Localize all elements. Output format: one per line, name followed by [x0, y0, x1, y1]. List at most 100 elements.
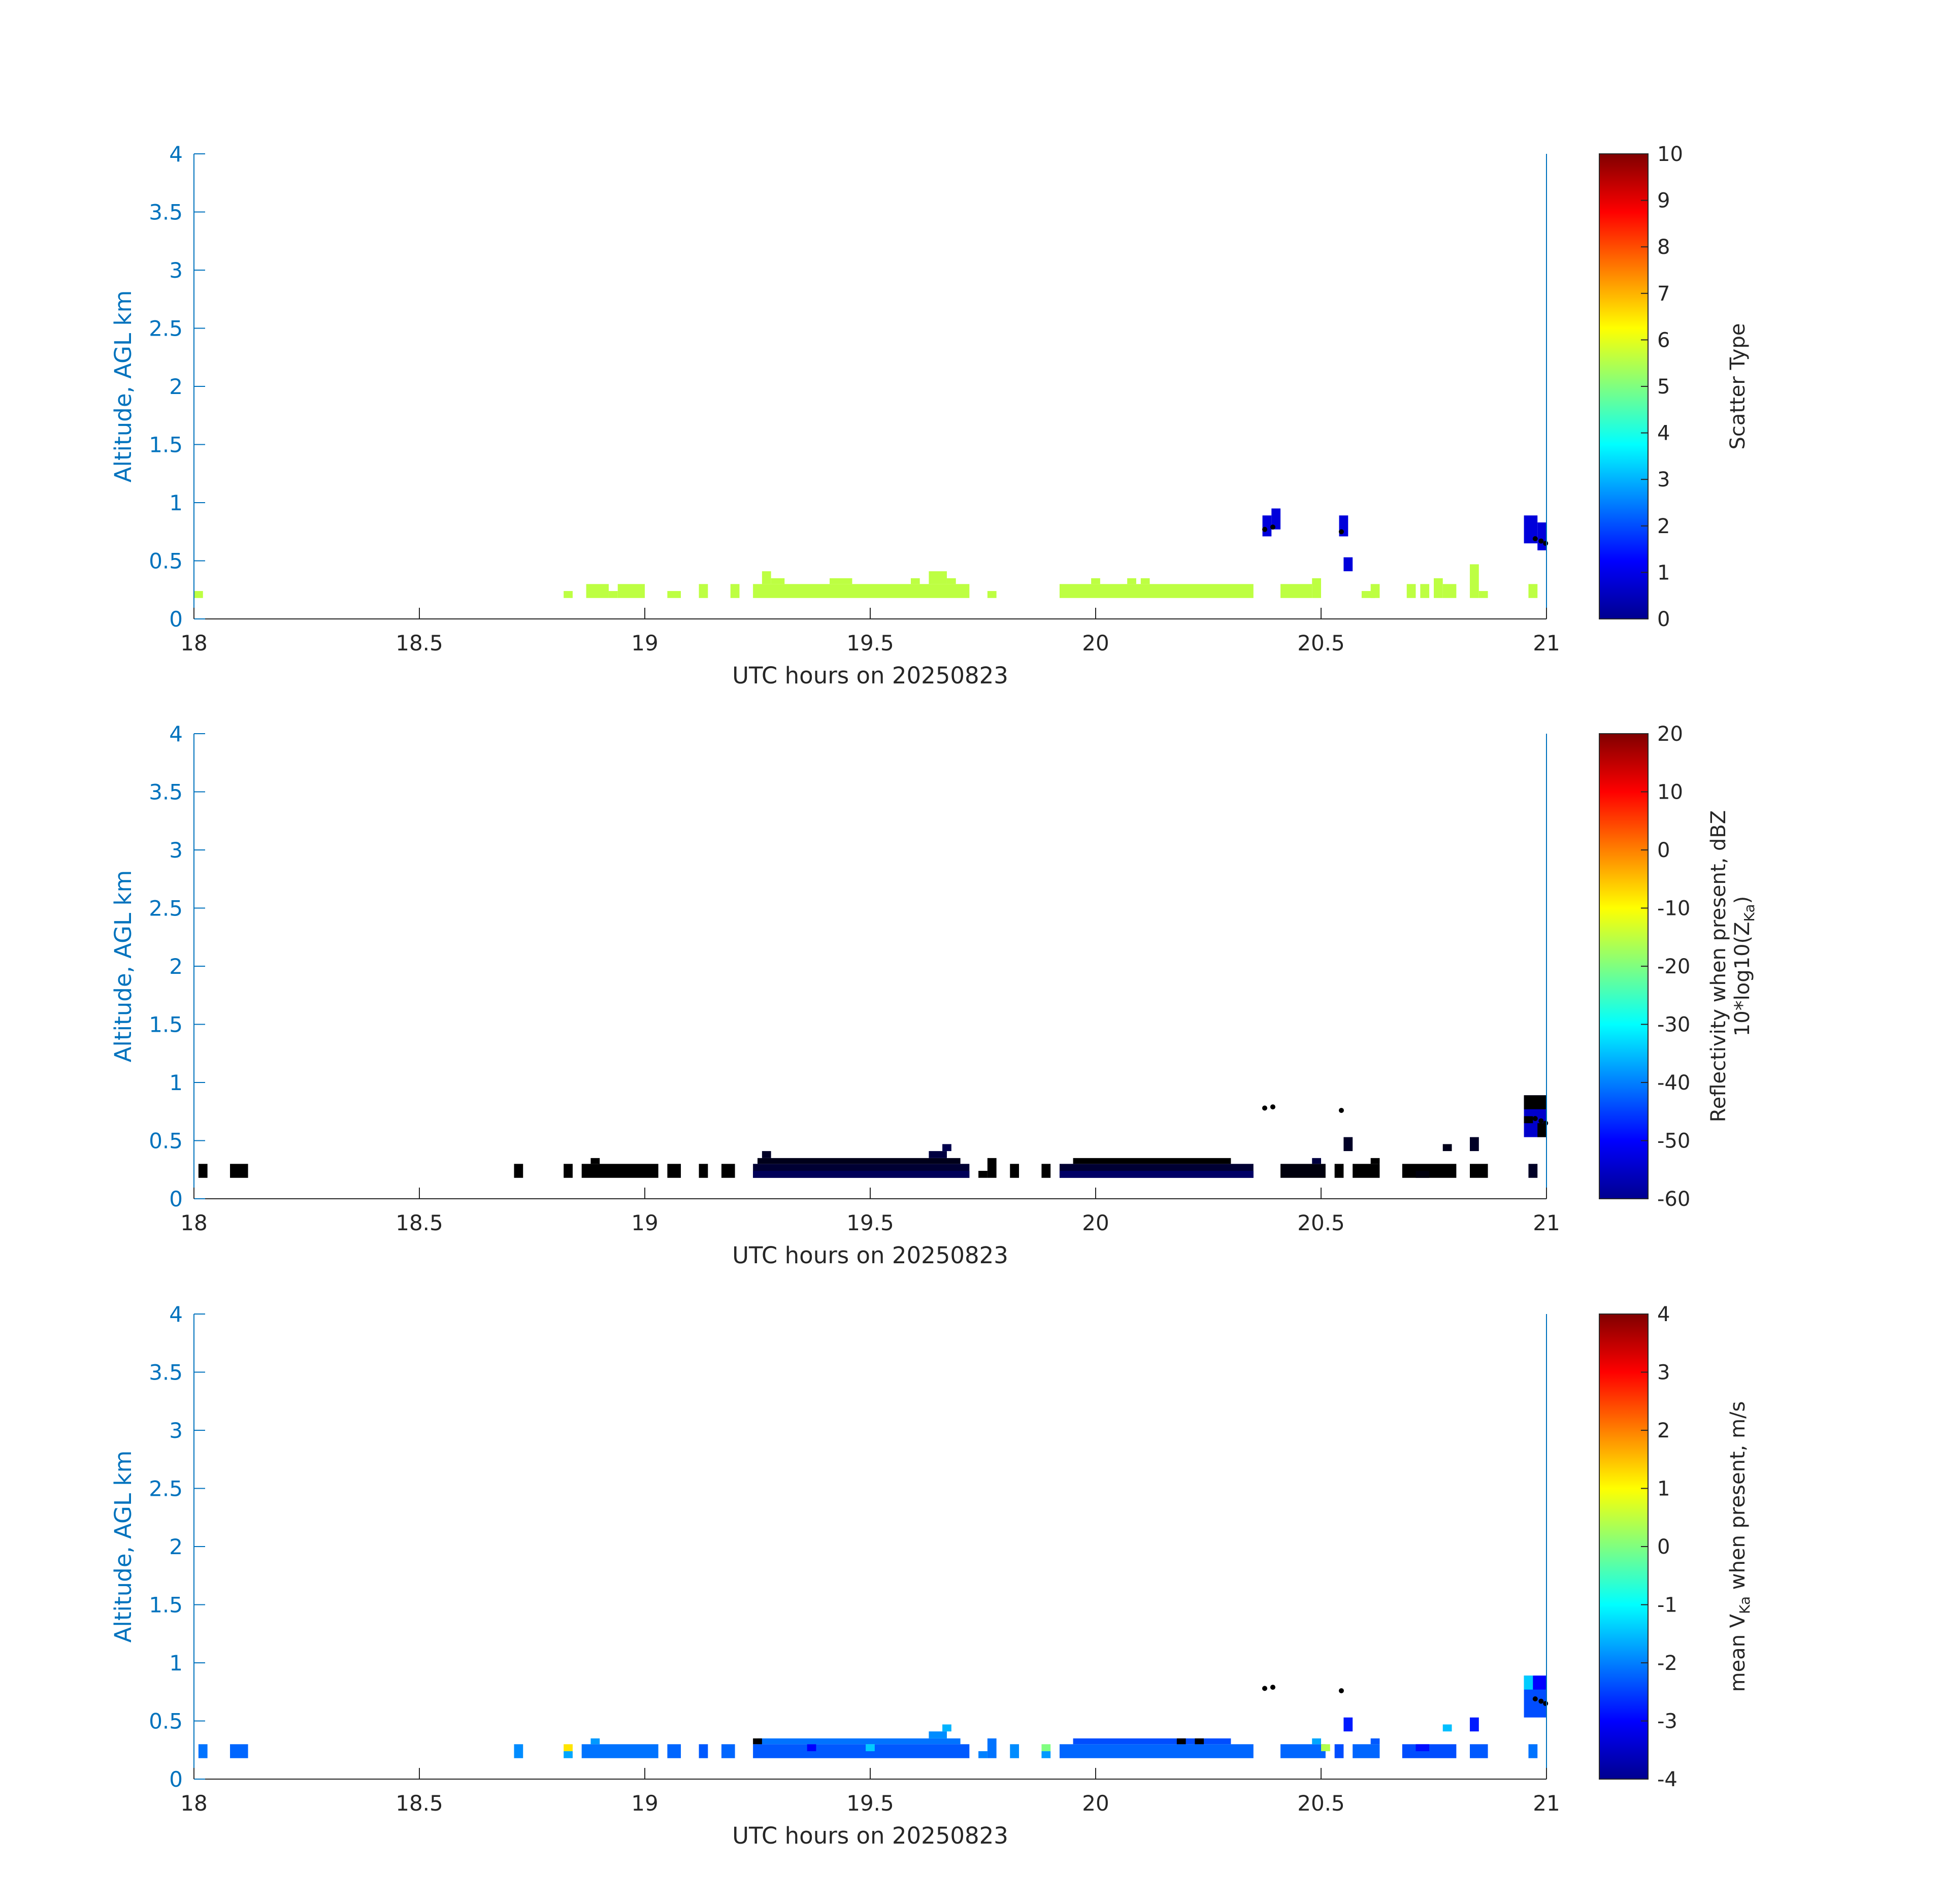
- heatmap-cell: [1176, 1738, 1186, 1745]
- colorbar: 0 1 2 3 4 5 6 7 8 9 10 Scatter Type: [1599, 143, 1750, 631]
- marker-point: [1538, 1118, 1544, 1124]
- marker-point: [1532, 1115, 1538, 1121]
- marker-points: [1262, 1685, 1549, 1706]
- heatmap-cell: [1442, 584, 1457, 598]
- heatmap-cell: [1470, 1137, 1479, 1152]
- colorbar-label2-subscript: Ka: [1741, 904, 1758, 922]
- x-tick-label: 20.5: [1297, 631, 1345, 655]
- y-tick-label: 2.5: [149, 896, 183, 921]
- colorbar-tick-label: 2: [1657, 515, 1670, 538]
- colorbar-tick-label: 1: [1657, 561, 1670, 584]
- heatmap-cell: [762, 1151, 771, 1158]
- colorbar-tick-label: 8: [1657, 236, 1670, 259]
- x-tick-label: 20: [1082, 631, 1109, 655]
- heatmap-cell: [198, 1164, 208, 1178]
- y-tick-label: 1: [169, 1651, 183, 1676]
- heatmap-cell: [1470, 1717, 1479, 1732]
- heatmap-cell: [581, 1744, 659, 1758]
- heatmap-cell: [1262, 515, 1272, 537]
- y-tick-label: 0.5: [149, 549, 183, 574]
- x-tick-label: 19.5: [846, 1791, 894, 1816]
- colorbar-tick-label: 10: [1657, 143, 1683, 166]
- heatmap-cells: [194, 508, 1546, 598]
- x-tick-label: 19: [631, 1210, 658, 1235]
- heatmap-cell: [514, 1164, 523, 1178]
- heatmap-cell: [230, 1164, 248, 1178]
- y-tick-label: 0.5: [149, 1709, 183, 1734]
- heatmap-cell: [987, 1738, 997, 1758]
- heatmap-cell: [1420, 584, 1430, 598]
- x-tick-label: 20: [1082, 1210, 1109, 1235]
- colorbar-label-subscript: Ka: [1736, 1596, 1753, 1614]
- x-axis-label: UTC hours on 20250823: [732, 1242, 1008, 1269]
- marker-point: [1270, 1685, 1275, 1690]
- x-tick-label: 19.5: [846, 631, 894, 655]
- colorbar-tick-label: 20: [1657, 723, 1683, 746]
- heatmap-cell: [1470, 1744, 1488, 1758]
- y-tick-label: 3.5: [149, 200, 183, 225]
- colorbar-tick-label: -40: [1657, 1071, 1690, 1095]
- marker-point: [1538, 538, 1544, 544]
- reflectivity-panel: 0 0.5 1 1.5 2 2.5 3 3.5 4 18 18.5 19 19.5 20 20.5 21 UTC…: [110, 721, 1758, 1269]
- heatmap-cell: [1370, 1158, 1380, 1164]
- marker-point: [1338, 529, 1344, 535]
- heatmap-cell: [590, 1158, 600, 1164]
- heatmap-cell: [1280, 1164, 1326, 1178]
- colorbar-tick-label: 1: [1657, 1478, 1670, 1501]
- heatmap-cell: [667, 1744, 681, 1758]
- heatmap-cell: [1343, 1137, 1353, 1152]
- heatmap-cell: [564, 1751, 573, 1758]
- y-axis-label: Altitude, AGL km: [110, 1451, 137, 1643]
- x-tick-label: 20.5: [1297, 1210, 1345, 1235]
- heatmap-cell: [807, 1744, 816, 1752]
- marker-point: [1532, 536, 1538, 541]
- heatmap-cell: [1524, 1676, 1533, 1690]
- colorbar-gradient: [1599, 1314, 1649, 1780]
- marker-point: [1543, 1121, 1549, 1126]
- heatmap-cell: [230, 1744, 248, 1758]
- colorbar-tick-label: 0: [1657, 1535, 1670, 1559]
- marker-point: [1543, 541, 1549, 546]
- heatmap-cell: [929, 1151, 947, 1158]
- heatmap-cell: [1416, 1744, 1430, 1752]
- heatmap-cell: [929, 571, 947, 584]
- heatmap-cell: [699, 584, 708, 598]
- marker-point: [1262, 527, 1267, 532]
- y-tick-label: 0: [169, 1187, 183, 1211]
- heatmap-cell: [1041, 1164, 1051, 1178]
- heatmap-cell: [1537, 1123, 1546, 1137]
- x-tick-label: 18.5: [396, 1791, 443, 1816]
- heatmap-cell: [1528, 584, 1538, 598]
- y-tick-label: 2.5: [149, 1476, 183, 1501]
- colorbar-label: Scatter Type: [1726, 323, 1750, 450]
- heatmap-cell: [771, 578, 785, 584]
- marker-points: [1262, 524, 1549, 546]
- colorbar-tick-label: 4: [1657, 1303, 1670, 1326]
- heatmap-cell: [1416, 1171, 1430, 1178]
- heatmap-cell: [753, 584, 970, 598]
- x-tick-label: 18.5: [396, 631, 443, 655]
- y-axis-label: Altitude, AGL km: [110, 870, 137, 1063]
- y-tick-label: 0: [169, 1767, 183, 1792]
- y-tick-label: 2: [169, 1534, 183, 1559]
- heatmap-cell: [1312, 578, 1321, 598]
- colorbar-tick-label: 0: [1657, 839, 1670, 862]
- heatmap-cell: [1343, 557, 1353, 572]
- axes: 0 0.5 1 1.5 2 2.5 3 3.5 4 18 18.5 19 19.5 20 20.5 21 UTC…: [110, 142, 1560, 689]
- x-tick-label: 19.5: [846, 1210, 894, 1235]
- y-tick-label: 0.5: [149, 1129, 183, 1154]
- marker-point: [1262, 1105, 1267, 1111]
- heatmap-cell: [1406, 584, 1416, 598]
- heatmap-cell: [978, 1751, 988, 1758]
- heatmap-cell: [1312, 1738, 1321, 1745]
- heatmap-cell: [1478, 591, 1488, 598]
- colorbar-tick-label: -30: [1657, 1013, 1690, 1037]
- heatmap-cell: [1528, 1164, 1538, 1178]
- heatmap-cell: [564, 1164, 573, 1178]
- colorbar-tick-label: 6: [1657, 329, 1670, 352]
- colorbar-label: Reflectivity when present, dBZ: [1707, 810, 1730, 1123]
- heatmap-cell: [1353, 1744, 1380, 1758]
- heatmap-cell: [910, 578, 920, 584]
- heatmap-cell: [1195, 1738, 1204, 1745]
